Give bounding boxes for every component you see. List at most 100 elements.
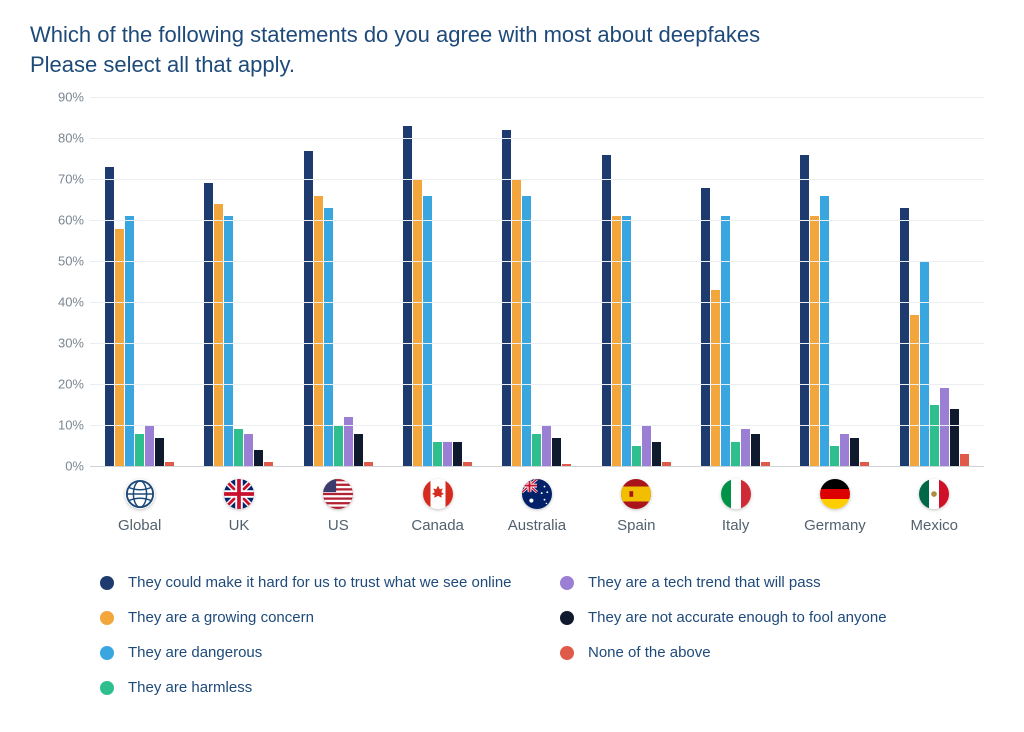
legend-item-concern: They are a growing concern: [100, 609, 520, 626]
y-tick-label: 90%: [40, 90, 84, 105]
legend-label: None of the above: [588, 644, 711, 661]
x-category-label: Canada: [411, 517, 464, 534]
bar-uk-trust: [204, 183, 213, 466]
y-tick-label: 80%: [40, 131, 84, 146]
gridline: [90, 384, 984, 385]
bar-uk-none: [264, 462, 273, 466]
bar-australia-trend: [542, 425, 551, 466]
bar-germany-trust: [800, 155, 809, 467]
bar-mexico-none: [960, 454, 969, 466]
y-tick-label: 20%: [40, 377, 84, 392]
bar-mexico-concern: [910, 315, 919, 467]
bar-group-germany: [800, 97, 870, 466]
bar-us-trust: [304, 151, 313, 467]
legend-swatch: [100, 646, 114, 660]
gridline: [90, 179, 984, 180]
bar-group-mexico: [899, 97, 969, 466]
bar-canada-harmless: [433, 442, 442, 467]
bar-spain-trust: [602, 155, 611, 467]
bar-spain-notfool: [652, 442, 661, 467]
legend-item-dangerous: They are dangerous: [100, 644, 520, 661]
legend-label: They are dangerous: [128, 644, 262, 661]
legend-label: They are a tech trend that will pass: [588, 574, 821, 591]
bar-us-notfool: [354, 434, 363, 467]
bar-spain-concern: [612, 216, 621, 466]
bar-us-dangerous: [324, 208, 333, 466]
bar-global-none: [165, 462, 174, 466]
x-category-global: Global: [95, 479, 185, 534]
x-category-label: US: [328, 517, 349, 534]
bar-mexico-trend: [940, 388, 949, 466]
bar-mexico-dangerous: [920, 261, 929, 466]
bar-spain-dangerous: [622, 216, 631, 466]
bar-mexico-notfool: [950, 409, 959, 466]
germany-icon: [820, 479, 850, 509]
y-tick-label: 60%: [40, 213, 84, 228]
legend-item-none: None of the above: [560, 644, 960, 661]
y-tick-label: 40%: [40, 295, 84, 310]
x-category-label: Mexico: [911, 517, 959, 534]
bar-group-spain: [601, 97, 671, 466]
bar-us-harmless: [334, 425, 343, 466]
bar-italy-trend: [741, 429, 750, 466]
bar-us-none: [364, 462, 373, 466]
bar-germany-concern: [810, 216, 819, 466]
x-category-mexico: Mexico: [889, 479, 979, 534]
bar-uk-trend: [244, 434, 253, 467]
legend-label: They are harmless: [128, 679, 252, 696]
bar-group-canada: [403, 97, 473, 466]
y-tick-label: 70%: [40, 172, 84, 187]
bar-italy-none: [761, 462, 770, 466]
x-category-label: Spain: [617, 517, 655, 534]
y-tick-label: 30%: [40, 336, 84, 351]
bar-germany-trend: [840, 434, 849, 467]
legend-swatch: [560, 611, 574, 625]
bar-uk-concern: [214, 204, 223, 466]
bar-global-dangerous: [125, 216, 134, 466]
x-category-label: Australia: [508, 517, 566, 534]
gridline: [90, 302, 984, 303]
gridline: [90, 261, 984, 262]
bar-italy-concern: [711, 290, 720, 466]
bar-germany-notfool: [850, 438, 859, 467]
chart: 0%10%20%30%40%50%60%70%80%90% GlobalUKUS…: [90, 97, 984, 534]
bar-group-us: [303, 97, 373, 466]
gridline: [90, 97, 984, 98]
title-line-1: Which of the following statements do you…: [30, 22, 760, 47]
bar-germany-none: [860, 462, 869, 466]
x-category-australia: Australia: [492, 479, 582, 534]
mexico-icon: [919, 479, 949, 509]
legend-item-notfool: They are not accurate enough to fool any…: [560, 609, 960, 626]
bar-uk-harmless: [234, 429, 243, 466]
globe-icon: [125, 479, 155, 509]
bar-italy-harmless: [731, 442, 740, 467]
y-tick-label: 0%: [40, 459, 84, 474]
bar-australia-harmless: [532, 434, 541, 467]
bar-global-notfool: [155, 438, 164, 467]
bar-australia-none: [562, 464, 571, 466]
legend: They could make it hard for us to trust …: [100, 574, 994, 696]
legend-swatch: [100, 611, 114, 625]
bar-global-harmless: [135, 434, 144, 467]
bar-italy-notfool: [751, 434, 760, 467]
x-category-spain: Spain: [591, 479, 681, 534]
y-tick-label: 10%: [40, 418, 84, 433]
legend-swatch: [100, 681, 114, 695]
bar-australia-notfool: [552, 438, 561, 467]
bar-canada-none: [463, 462, 472, 466]
bar-group-australia: [502, 97, 572, 466]
bar-mexico-harmless: [930, 405, 939, 467]
legend-swatch: [560, 576, 574, 590]
bar-spain-none: [662, 462, 671, 466]
bar-canada-trend: [443, 442, 452, 467]
bar-group-global: [105, 97, 175, 466]
bar-group-uk: [204, 97, 274, 466]
bar-global-concern: [115, 229, 124, 467]
x-category-label: Italy: [722, 517, 750, 534]
gridline: [90, 138, 984, 139]
bar-australia-concern: [512, 179, 521, 466]
legend-item-trust: They could make it hard for us to trust …: [100, 574, 520, 591]
bar-spain-harmless: [632, 446, 641, 467]
italy-icon: [721, 479, 751, 509]
bar-uk-dangerous: [224, 216, 233, 466]
